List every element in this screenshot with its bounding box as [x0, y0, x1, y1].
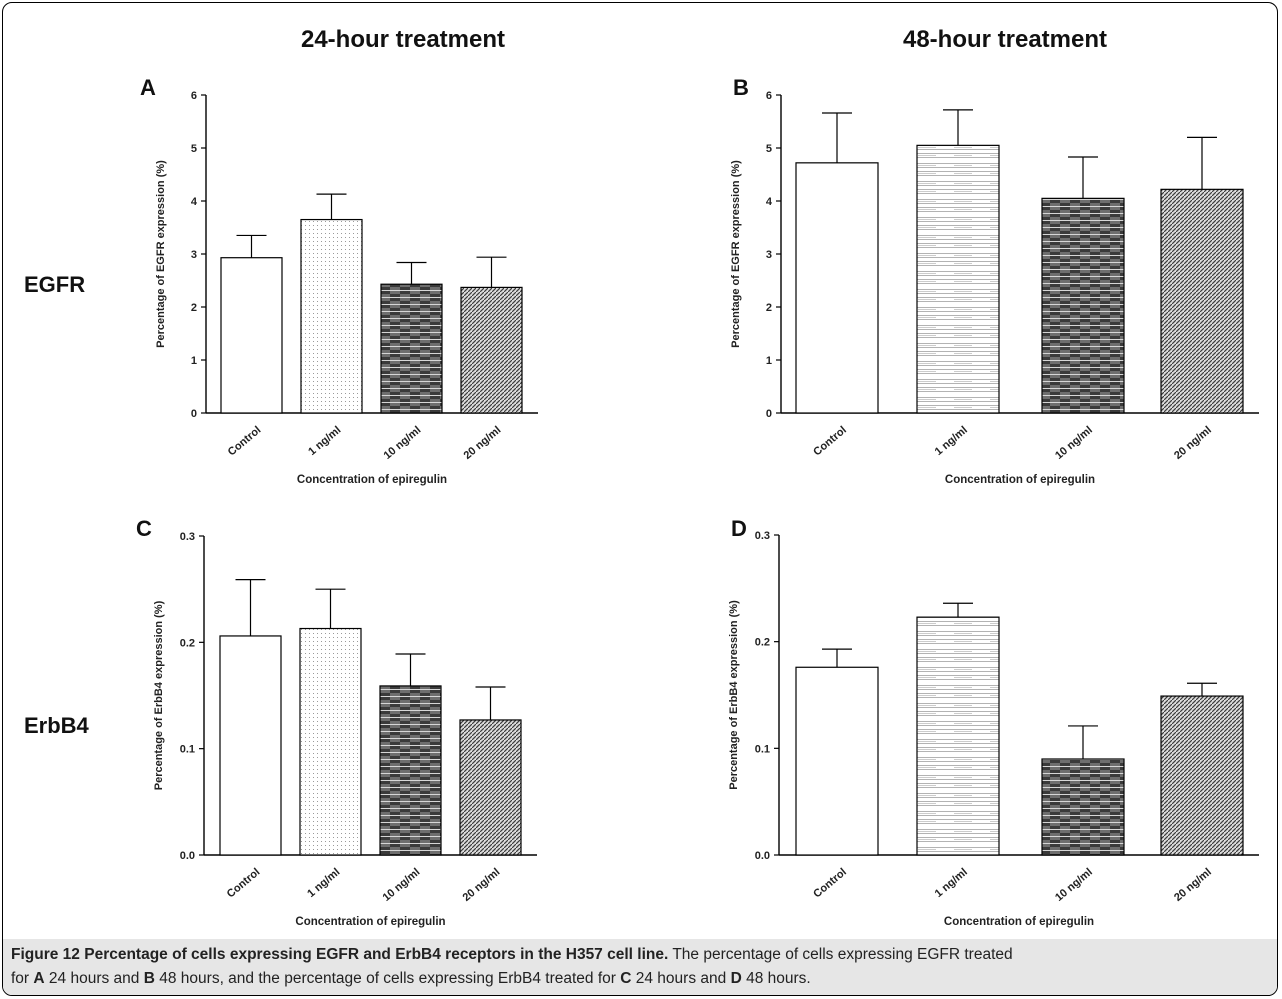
panel-b-category-label: 20 ng/ml — [1172, 424, 1214, 462]
panel-c-y-tick-label: 0.0 — [180, 850, 195, 862]
figure-canvas: 24-hour treatment 48-hour treatment EGFR… — [24, 26, 1259, 928]
row-label-erbb4: ErbB4 — [24, 713, 90, 738]
panel-c-y-tick-label: 0.3 — [180, 531, 195, 543]
panel-a-category-label: Control — [226, 424, 264, 458]
panel-a-category-label: 20 ng/ml — [462, 424, 504, 462]
column-header-24h: 24-hour treatment — [301, 26, 505, 53]
panel-a-bar — [300, 218, 363, 414]
caption-band — [3, 939, 1277, 995]
panel-c-bar — [379, 685, 442, 856]
panel-d: D 0.0 0.1 0.2 0.3 Percentage of ErbB4 express… — [728, 516, 1259, 928]
panel-b-y-tick-label: 5 — [766, 143, 772, 155]
panel-c-bar — [299, 627, 362, 856]
panel-d-category-label: 10 ng/ml — [1053, 866, 1095, 904]
panel-b-y-tick-label: 0 — [766, 408, 772, 420]
panel-b-category-label: 1 ng/ml — [933, 424, 970, 458]
panel-d-y-tick-label: 0.3 — [755, 530, 770, 542]
panel-c-x-label: Concentration of epiregulin — [295, 916, 445, 928]
panel-a-y-tick-label: 0 — [191, 408, 197, 420]
row-label-egfr: EGFR — [24, 272, 85, 297]
panel-b-bar — [916, 144, 1000, 414]
caption-title: Percentage of cells expressing EGFR and … — [84, 946, 669, 963]
panel-c-category-label: 10 ng/ml — [381, 866, 423, 904]
panel-b-bar — [795, 162, 879, 414]
panel-d-category-label: 1 ng/ml — [933, 866, 970, 900]
panel-c-category-label: 20 ng/ml — [461, 866, 503, 904]
panel-d-y-tick-label: 0.0 — [755, 850, 770, 862]
panel-b-bar — [1041, 197, 1125, 414]
panel-a-letter: A — [140, 75, 156, 100]
caption-text-6: 48 hours. — [746, 970, 811, 987]
panel-d-category-label: Control — [811, 866, 849, 900]
panel-d-y-label: Percentage of ErbB4 expression (%) — [728, 600, 740, 790]
panel-a-y-tick-label: 4 — [191, 196, 198, 208]
panel-a-category-label: 10 ng/ml — [382, 424, 424, 462]
column-header-48h: 48-hour treatment — [903, 26, 1107, 53]
figure-caption: Figure 12 Percentage of cells expressing… — [11, 943, 1273, 991]
panel-b-y-label: Percentage of EGFR expression (%) — [730, 160, 742, 348]
panel-b: B 0 1 2 3 4 5 6 Percentage of EGFR expression (%… — [730, 75, 1259, 486]
panel-a-y-tick-label: 6 — [191, 90, 197, 102]
panel-b-x-label: Concentration of epiregulin — [945, 474, 1095, 486]
panel-c-y-tick-label: 0.2 — [180, 637, 195, 649]
panel-c-letter: C — [136, 516, 152, 541]
panel-d-bar — [1160, 695, 1244, 856]
panel-a-bar — [380, 283, 443, 414]
panel-b-y-tick-label: 4 — [766, 196, 773, 208]
panel-b-category-label: 10 ng/ml — [1053, 424, 1095, 462]
panel-c-y-label: Percentage of ErbB4 expression (%) — [153, 600, 165, 790]
panel-c-y-tick-label: 0.1 — [180, 744, 195, 756]
panel-c: C 0.0 0.1 0.2 0.3 Percentage of ErbB4 express… — [136, 516, 537, 928]
panel-a-y-tick-label: 3 — [191, 249, 197, 261]
panel-b-category-label: Control — [811, 424, 849, 458]
panel-c-category-label: 1 ng/ml — [305, 866, 342, 900]
caption-ref-a: A — [33, 970, 45, 987]
panel-a-y-tick-label: 2 — [191, 302, 197, 314]
panel-b-y-tick-label: 2 — [766, 302, 772, 314]
caption-text-4: 48 hours, and the percentage of cells ex… — [159, 970, 616, 987]
panel-b-y-tick-label: 3 — [766, 249, 772, 261]
caption-label: Figure 12 — [11, 946, 80, 963]
panel-a-y-tick-label: 5 — [191, 143, 197, 155]
panel-d-y-tick-label: 0.2 — [755, 637, 770, 649]
panel-a-bar — [220, 257, 283, 414]
panel-b-bar — [1160, 188, 1244, 414]
panel-a-category-label: 1 ng/ml — [306, 424, 343, 458]
caption-text-2: for — [11, 970, 30, 987]
panel-a: A 0 1 2 3 4 5 6 Percentage of EGFR expression (%… — [140, 75, 538, 486]
panel-d-category-label: 20 ng/ml — [1172, 866, 1214, 904]
panel-d-letter: D — [731, 516, 747, 541]
panel-d-y-tick-label: 0.1 — [755, 743, 770, 755]
panel-d-bar — [795, 666, 879, 856]
panel-d-bar — [916, 616, 1000, 856]
panel-a-x-label: Concentration of epiregulin — [297, 474, 447, 486]
panel-a-y-label: Percentage of EGFR expression (%) — [155, 160, 167, 348]
panel-d-x-label: Concentration of epiregulin — [944, 916, 1094, 928]
panel-a-y-tick-label: 1 — [191, 355, 197, 367]
panel-a-bar — [460, 286, 523, 414]
panel-b-y-tick-label: 6 — [766, 90, 772, 102]
panel-c-bar — [459, 719, 522, 856]
caption-ref-c: C — [620, 970, 632, 987]
caption-ref-b: B — [143, 970, 155, 987]
caption-text-3: 24 hours and — [48, 970, 140, 987]
caption-ref-d: D — [730, 970, 742, 987]
panel-d-bar — [1041, 758, 1125, 856]
panel-b-y-tick-label: 1 — [766, 355, 772, 367]
panel-b-letter: B — [733, 75, 749, 100]
caption-text-1: The percentage of cells expressing EGFR … — [672, 946, 1013, 963]
caption-text-5: 24 hours and — [635, 970, 727, 987]
panel-c-category-label: Control — [225, 866, 263, 900]
panel-c-bar — [219, 635, 282, 856]
